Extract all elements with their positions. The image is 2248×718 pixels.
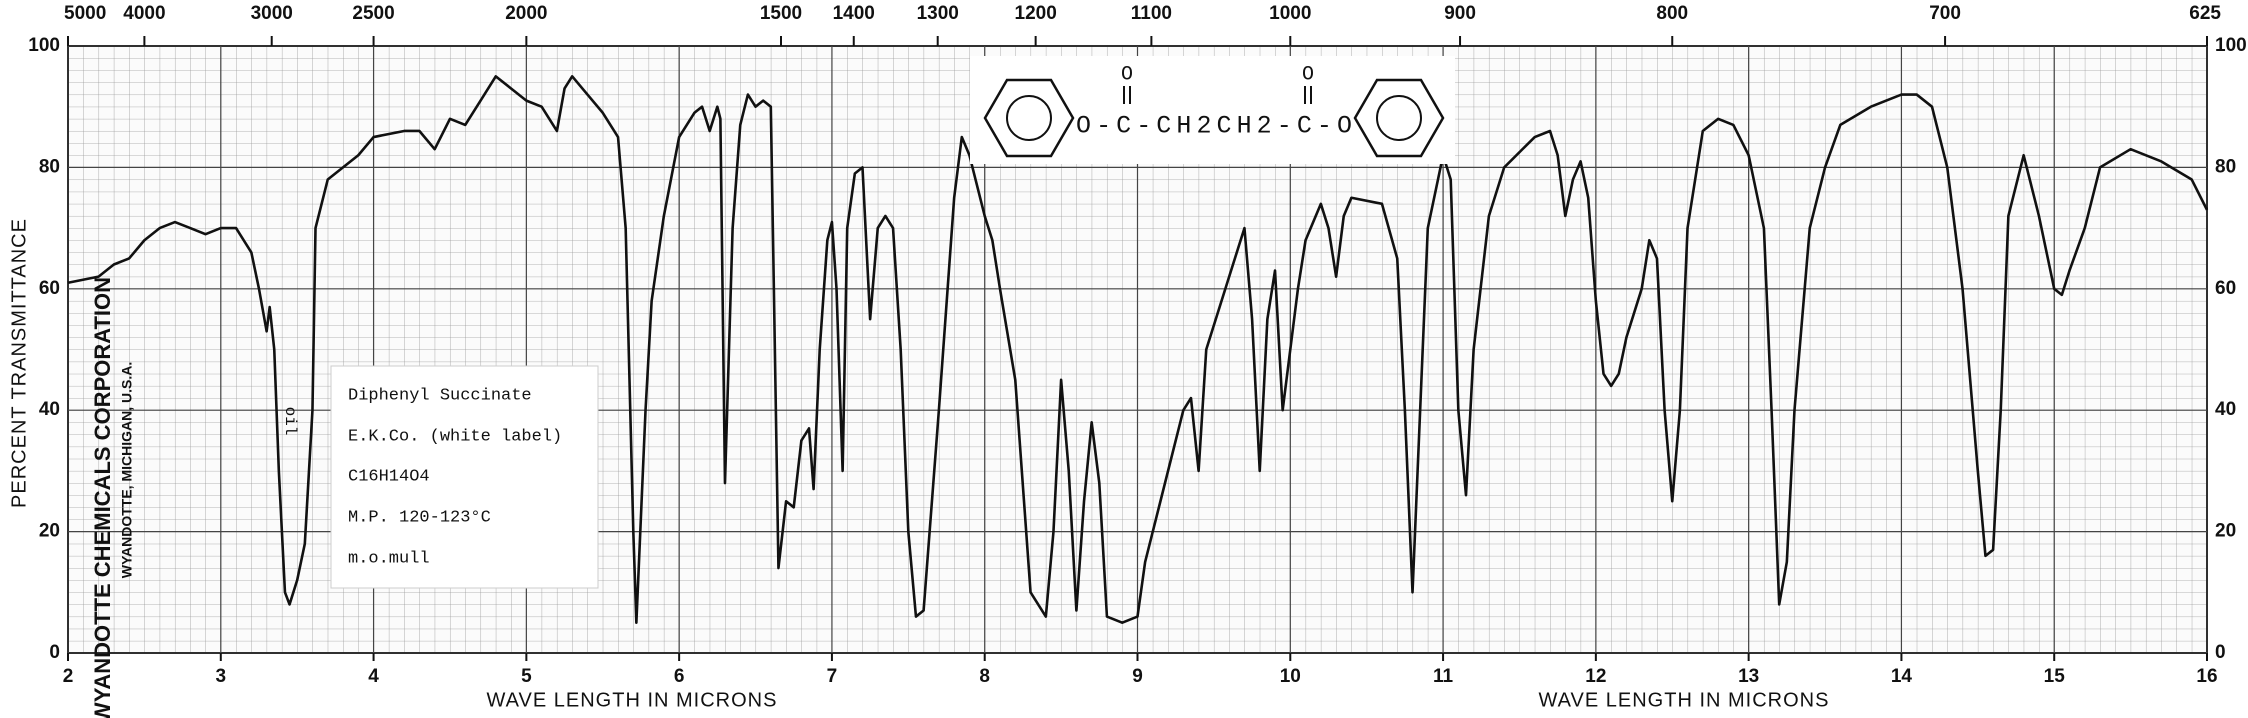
annotation: oil <box>281 407 299 436</box>
x2-tick-label: 900 <box>1444 3 1476 24</box>
y-tick-label: 60 <box>39 278 60 299</box>
y-axis-title: PERCENT TRANSMITTANCE <box>8 218 30 508</box>
company-name: WYANDOTTE CHEMICALS CORPORATION <box>90 277 115 718</box>
y-tick-label: 0 <box>2215 642 2226 663</box>
y-tick-label: 0 <box>49 642 60 663</box>
structure-background <box>970 56 1455 164</box>
x2-tick-label: 3000 <box>251 3 293 24</box>
y-tick-label: 40 <box>39 399 60 420</box>
x-tick-label: 14 <box>1891 666 1913 687</box>
x-axis-title: WAVE LENGTH IN MICRONS <box>487 689 778 711</box>
sample-label: C16H14O4 <box>348 467 430 486</box>
x2-tick-label: 625 <box>2189 3 2221 24</box>
x-tick-label: 5 <box>521 666 532 687</box>
x2-tick-label: 1400 <box>833 3 875 24</box>
x-tick-label: 8 <box>979 666 990 687</box>
x-tick-label: 15 <box>2044 666 2066 687</box>
marks <box>67 75 2209 624</box>
y-tick-label: 80 <box>2215 156 2236 177</box>
x-tick-label: 13 <box>1738 666 1759 687</box>
x2-tick-label: 1300 <box>917 3 959 24</box>
x2-tick-label: 2000 <box>505 3 547 24</box>
x-tick-label: 7 <box>827 666 838 687</box>
x-tick-label: 4 <box>368 666 379 687</box>
y-tick-label: 80 <box>39 156 60 177</box>
benzene-ring <box>1353 78 1445 158</box>
x-axis-title: WAVE LENGTH IN MICRONS <box>1539 689 1830 711</box>
spectrum-line <box>67 75 2209 624</box>
x2-tick-label: 1500 <box>760 3 802 24</box>
x-tick-label: 11 <box>1433 666 1454 687</box>
structure-atom: O <box>1121 63 1133 86</box>
y-tick-label: 20 <box>39 521 60 542</box>
y-tick-label: 60 <box>2215 278 2236 299</box>
y-tick-label: 40 <box>2215 399 2236 420</box>
sample-label: M.P. 120-123°C <box>348 508 491 527</box>
benzene-ring <box>1006 95 1052 141</box>
x2-tick-label: 2500 <box>352 3 394 24</box>
y-tick-label: 100 <box>28 35 60 56</box>
x-tick-label: 16 <box>2196 666 2217 687</box>
x2-tick-label: 800 <box>1656 3 1688 24</box>
x2-tick-label: 5000 <box>64 3 106 24</box>
benzene-ring <box>983 78 1075 158</box>
x-tick-label: 12 <box>1585 666 1606 687</box>
sample-label: m.o.mull <box>348 549 430 568</box>
double-bond <box>1123 86 1312 104</box>
sample-label: E.K.Co. (white label) <box>348 427 562 446</box>
sample-label: Diphenyl Succinate <box>348 386 532 405</box>
x2-tick-label: 700 <box>1929 3 1961 24</box>
x-tick-label: 3 <box>215 666 226 687</box>
x-tick-label: 10 <box>1280 666 1301 687</box>
benzene-ring <box>1376 95 1422 141</box>
sample-label-box <box>330 365 599 589</box>
x2-tick-label: 1200 <box>1015 3 1057 24</box>
y-tick-label: 20 <box>2215 521 2236 542</box>
structure-atom: O <box>1302 63 1314 86</box>
y-tick-label: 100 <box>2215 35 2247 56</box>
x-tick-label: 6 <box>674 666 685 687</box>
x2-tick-label: 4000 <box>123 3 165 24</box>
x-tick-label: 2 <box>63 666 74 687</box>
company-location: WYANDOTTE, MICHIGAN, U.S.A. <box>119 362 135 579</box>
structure: O-C-CH2CH2-C-O O O <box>970 56 1455 164</box>
x-tick-label: 9 <box>1132 666 1143 687</box>
x2-tick-label: 1100 <box>1131 3 1172 24</box>
x2-tick-label: 1000 <box>1269 3 1311 24</box>
